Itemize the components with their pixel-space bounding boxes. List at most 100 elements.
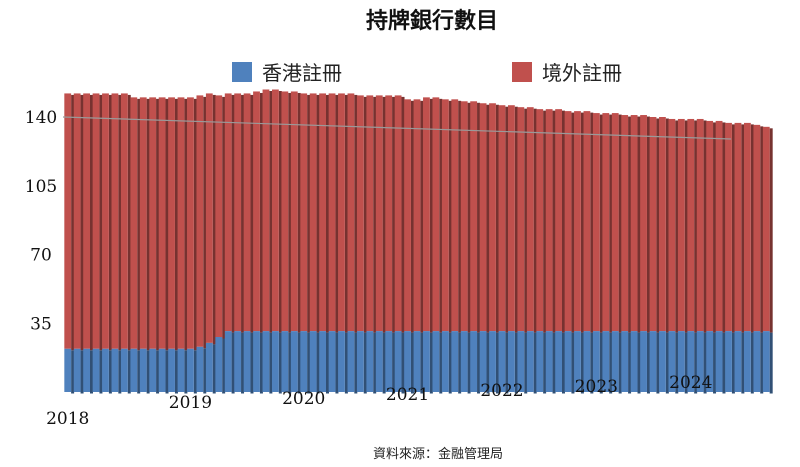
bar-hk (451, 331, 459, 392)
bar-hk-side (316, 332, 320, 394)
bar-overseas-side (288, 92, 292, 333)
bar-group (602, 113, 613, 394)
bar-group (470, 101, 481, 394)
bar-hk-side (288, 332, 292, 394)
bar-hk-side (193, 350, 197, 394)
bar-overseas (734, 122, 742, 332)
bar-hk (611, 331, 619, 392)
bar-group (319, 93, 329, 394)
bar-hk (687, 331, 695, 392)
x-tick-label: 2022 (480, 381, 523, 401)
bar-overseas (621, 115, 629, 332)
legend-swatch-overseas (512, 62, 532, 82)
bar-hk (460, 331, 468, 392)
x-tick-label: 2023 (575, 377, 618, 397)
bar-overseas (687, 118, 695, 332)
bar-group (290, 91, 301, 394)
bar-hk (715, 331, 723, 392)
bar-overseas (253, 91, 260, 332)
bar-overseas (630, 115, 638, 332)
bar-overseas (196, 95, 204, 347)
bar-overseas-side (71, 94, 75, 351)
bar-hk-side (174, 350, 178, 394)
bar-overseas (668, 118, 676, 332)
bar-hk (423, 331, 430, 392)
bar-overseas-side (316, 94, 320, 333)
bar-overseas (725, 122, 732, 332)
source-note: 資料來源：金融管理局 (373, 446, 503, 462)
bar-hk (338, 331, 345, 392)
bar-overseas (517, 107, 525, 332)
bar-overseas-side (429, 98, 433, 333)
bar-overseas-side (439, 98, 443, 333)
bar-hk (564, 331, 572, 392)
bar-group (536, 109, 547, 394)
bar-group (630, 115, 641, 394)
bar-overseas-side (363, 96, 367, 333)
bar-group (272, 89, 282, 394)
bar-group (111, 93, 122, 394)
bar-hk-side (354, 332, 358, 394)
bar-overseas-side (684, 120, 688, 333)
bar-overseas (234, 93, 242, 332)
bar-overseas (394, 95, 402, 332)
bar-group (640, 115, 650, 394)
legend: 香港註冊 境外註冊 (232, 61, 622, 85)
bar-overseas-side (184, 98, 188, 351)
bar-hk-side (703, 332, 707, 394)
bar-overseas-side (609, 114, 613, 333)
bar-hk-side (637, 332, 641, 394)
x-tick-label: 2020 (282, 389, 325, 409)
bar-group (583, 111, 594, 394)
bar-overseas-side (297, 92, 301, 333)
bar-group (744, 122, 754, 394)
bar-overseas (111, 93, 119, 349)
bar-group (356, 95, 367, 394)
bar-hk-side (165, 350, 169, 394)
bar-hk-side (297, 332, 301, 394)
bar-group (706, 120, 717, 394)
x-tick-label: 2024 (669, 373, 712, 393)
bar-overseas (592, 113, 600, 332)
bar-overseas-side (146, 98, 150, 351)
bar-hk-side (99, 350, 103, 394)
bar-hk-side (325, 332, 329, 394)
bar-hk (677, 331, 685, 392)
bar-overseas (659, 117, 666, 332)
bar-group (734, 122, 745, 394)
bar-overseas-side (99, 94, 103, 351)
bar-hk-side (750, 332, 754, 394)
bar-overseas (149, 97, 157, 349)
bar-overseas (498, 105, 506, 332)
bar-hk (73, 348, 81, 392)
bar-hk (432, 331, 440, 392)
bar-hk (319, 331, 326, 392)
bar-overseas-side (354, 94, 358, 333)
bar-hk-side (156, 350, 160, 394)
bar-hk (498, 331, 506, 392)
bar-hk (224, 331, 232, 392)
bar-hk-side (722, 332, 726, 394)
bar-group (677, 118, 688, 394)
bar-overseas-side (410, 100, 414, 333)
bar-hk (649, 331, 657, 392)
bar-overseas-side (212, 94, 216, 345)
bar-hk (470, 331, 478, 392)
bar-group (130, 97, 141, 394)
bar-hk (753, 331, 761, 392)
bar-group (139, 97, 150, 394)
bar-hk-side (137, 350, 141, 394)
bar-hk-side (514, 332, 518, 394)
bar-hk-side (250, 332, 254, 394)
bar-overseas (281, 91, 289, 332)
bar-overseas (309, 93, 317, 332)
bar-hk (290, 331, 298, 392)
bar-overseas-side (703, 120, 707, 333)
bar-overseas-side (307, 94, 311, 333)
bar-overseas-side (401, 96, 405, 333)
bar-hk-side (731, 332, 735, 394)
bar-hk-side (505, 332, 509, 394)
bar-overseas (130, 97, 138, 349)
bar-hk-side (618, 332, 622, 394)
bar-group (366, 95, 377, 394)
